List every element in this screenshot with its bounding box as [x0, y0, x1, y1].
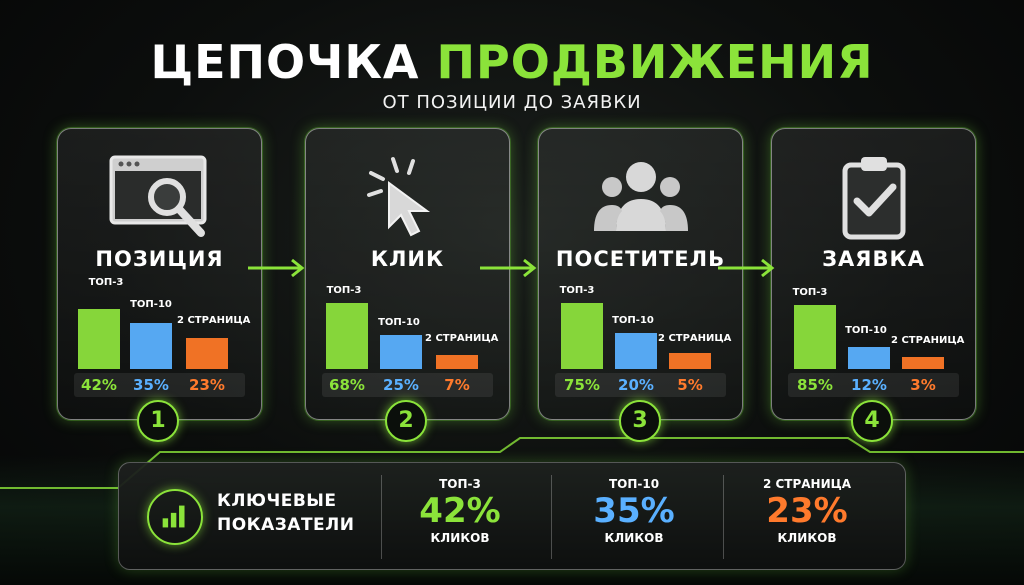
stage-chart: ТОП-3 ТОП-10 2 СТРАНИЦА 68% 25% 7% — [322, 285, 499, 407]
value-top10: 25% — [383, 376, 419, 394]
bar-top3 — [78, 309, 120, 369]
stat-sub: КЛИКОВ — [604, 531, 664, 545]
values-strip — [74, 373, 245, 397]
bar-page2 — [186, 338, 228, 369]
search-window-icon — [109, 155, 206, 237]
bar-caption-top10: ТОП-10 — [378, 317, 420, 328]
page-title: ЦЕПОЧКА ПРОДВИЖЕНИЯ — [0, 36, 1024, 88]
arrow-right-icon — [718, 258, 775, 278]
stage-chart: ТОП-3 ТОП-10 2 СТРАНИЦА 75% 20% 5% — [555, 285, 732, 407]
stage-label: КЛИК — [370, 247, 445, 271]
divider — [551, 475, 552, 559]
step-number-3: 3 — [619, 400, 661, 442]
bar-caption-top10: ТОП-10 — [130, 299, 172, 310]
bar-caption-page2: 2 СТРАНИЦА — [891, 335, 965, 346]
stat-value: 23% — [766, 491, 848, 531]
kpi-title-line-1: КЛЮЧЕВЫЕ — [217, 491, 337, 511]
value-page2: 5% — [677, 376, 703, 394]
users-icon — [593, 162, 688, 231]
values-strip — [788, 373, 959, 397]
kpi-panel: КЛЮЧЕВЫЕ ПОКАЗАТЕЛИ ТОП-3 42% КЛИКОВ ТОП… — [118, 462, 906, 570]
cursor-click-icon — [366, 157, 430, 237]
stat-caption: 2 СТРАНИЦА — [762, 477, 852, 491]
bar-caption-top3: ТОП-3 — [792, 287, 828, 298]
bar-top10 — [848, 347, 890, 369]
stage-chart: ТОП-3 ТОП-10 2 СТРАНИЦА 42% 35% 23% — [74, 277, 251, 407]
arrow-right-icon — [480, 258, 537, 278]
kpi-stat-page2: 2 СТРАНИЦА 23% КЛИКОВ — [722, 477, 892, 545]
bar-caption-page2: 2 СТРАНИЦА — [425, 333, 499, 344]
value-top10: 35% — [133, 376, 169, 394]
kpi-title: КЛЮЧЕВЫЕ ПОКАЗАТЕЛИ — [217, 489, 355, 537]
bar-top3 — [326, 303, 368, 369]
stage-label: ПОЗИЦИЯ — [95, 247, 224, 271]
bar-page2 — [669, 353, 711, 369]
title-part-1: ЦЕПОЧКА — [150, 35, 420, 89]
stat-value: 35% — [593, 491, 675, 531]
stage-card-visitor: ПОСЕТИТЕЛЬ ТОП-3 ТОП-10 2 СТРАНИЦА 75% 2… — [538, 128, 743, 420]
stage-card-click: КЛИК ТОП-3 ТОП-10 2 СТРАНИЦА 68% 25% 7% — [305, 128, 510, 420]
divider — [723, 475, 724, 559]
stage-label: ПОСЕТИТЕЛЬ — [555, 247, 726, 271]
value-page2: 23% — [189, 376, 225, 394]
bar-caption-top3: ТОП-3 — [88, 277, 124, 288]
value-page2: 7% — [444, 376, 470, 394]
values-strip — [555, 373, 726, 397]
stat-caption: ТОП-10 — [608, 477, 660, 491]
kpi-stat-top10: ТОП-10 35% КЛИКОВ — [549, 477, 719, 545]
kpi-title-line-2: ПОКАЗАТЕЛИ — [217, 515, 355, 535]
bar-top3 — [794, 305, 836, 369]
stat-value: 42% — [419, 491, 501, 531]
divider — [381, 475, 382, 559]
stage-label: ЗАЯВКА — [822, 247, 925, 271]
stat-caption: ТОП-3 — [439, 477, 481, 491]
stage-card-lead: ЗАЯВКА ТОП-3 ТОП-10 2 СТРАНИЦА 85% 12% 3… — [771, 128, 976, 420]
value-page2: 3% — [910, 376, 936, 394]
value-top3: 75% — [564, 376, 600, 394]
stat-sub: КЛИКОВ — [430, 531, 490, 545]
bar-caption-page2: 2 СТРАНИЦА — [177, 315, 251, 326]
bar-top10 — [130, 323, 172, 369]
kpi-stat-top3: ТОП-3 42% КЛИКОВ — [375, 477, 545, 545]
value-top3: 68% — [329, 376, 365, 394]
stat-sub: КЛИКОВ — [777, 531, 837, 545]
value-top10: 12% — [851, 376, 887, 394]
bar-top10 — [380, 335, 422, 369]
bar-caption-top10: ТОП-10 — [845, 325, 887, 336]
bar-caption-top10: ТОП-10 — [612, 315, 654, 326]
stage-card-position: ПОЗИЦИЯ ТОП-3 ТОП-10 2 СТРАНИЦА 42% 35% … — [57, 128, 262, 420]
bar-top3 — [561, 303, 603, 369]
value-top10: 20% — [618, 376, 654, 394]
value-top3: 42% — [81, 376, 117, 394]
bar-caption-top3: ТОП-3 — [559, 285, 595, 296]
page-subtitle: ОТ ПОЗИЦИИ ДО ЗАЯВКИ — [382, 92, 642, 113]
bar-page2 — [436, 355, 478, 369]
step-number-4: 4 — [851, 400, 893, 442]
stage-chart: ТОП-3 ТОП-10 2 СТРАНИЦА 85% 12% 3% — [788, 287, 965, 407]
value-top3: 85% — [797, 376, 833, 394]
bar-page2 — [902, 357, 944, 369]
step-number-2: 2 — [385, 400, 427, 442]
values-strip — [322, 373, 493, 397]
title-part-2: ПРОДВИЖЕНИЯ — [436, 35, 874, 89]
bar-chart-icon — [147, 489, 203, 545]
bar-top10 — [615, 333, 657, 369]
step-number-1: 1 — [137, 400, 179, 442]
bar-caption-page2: 2 СТРАНИЦА — [658, 333, 732, 344]
arrow-right-icon — [248, 258, 305, 278]
clipboard-check-icon — [842, 157, 905, 240]
bar-caption-top3: ТОП-3 — [326, 285, 362, 296]
